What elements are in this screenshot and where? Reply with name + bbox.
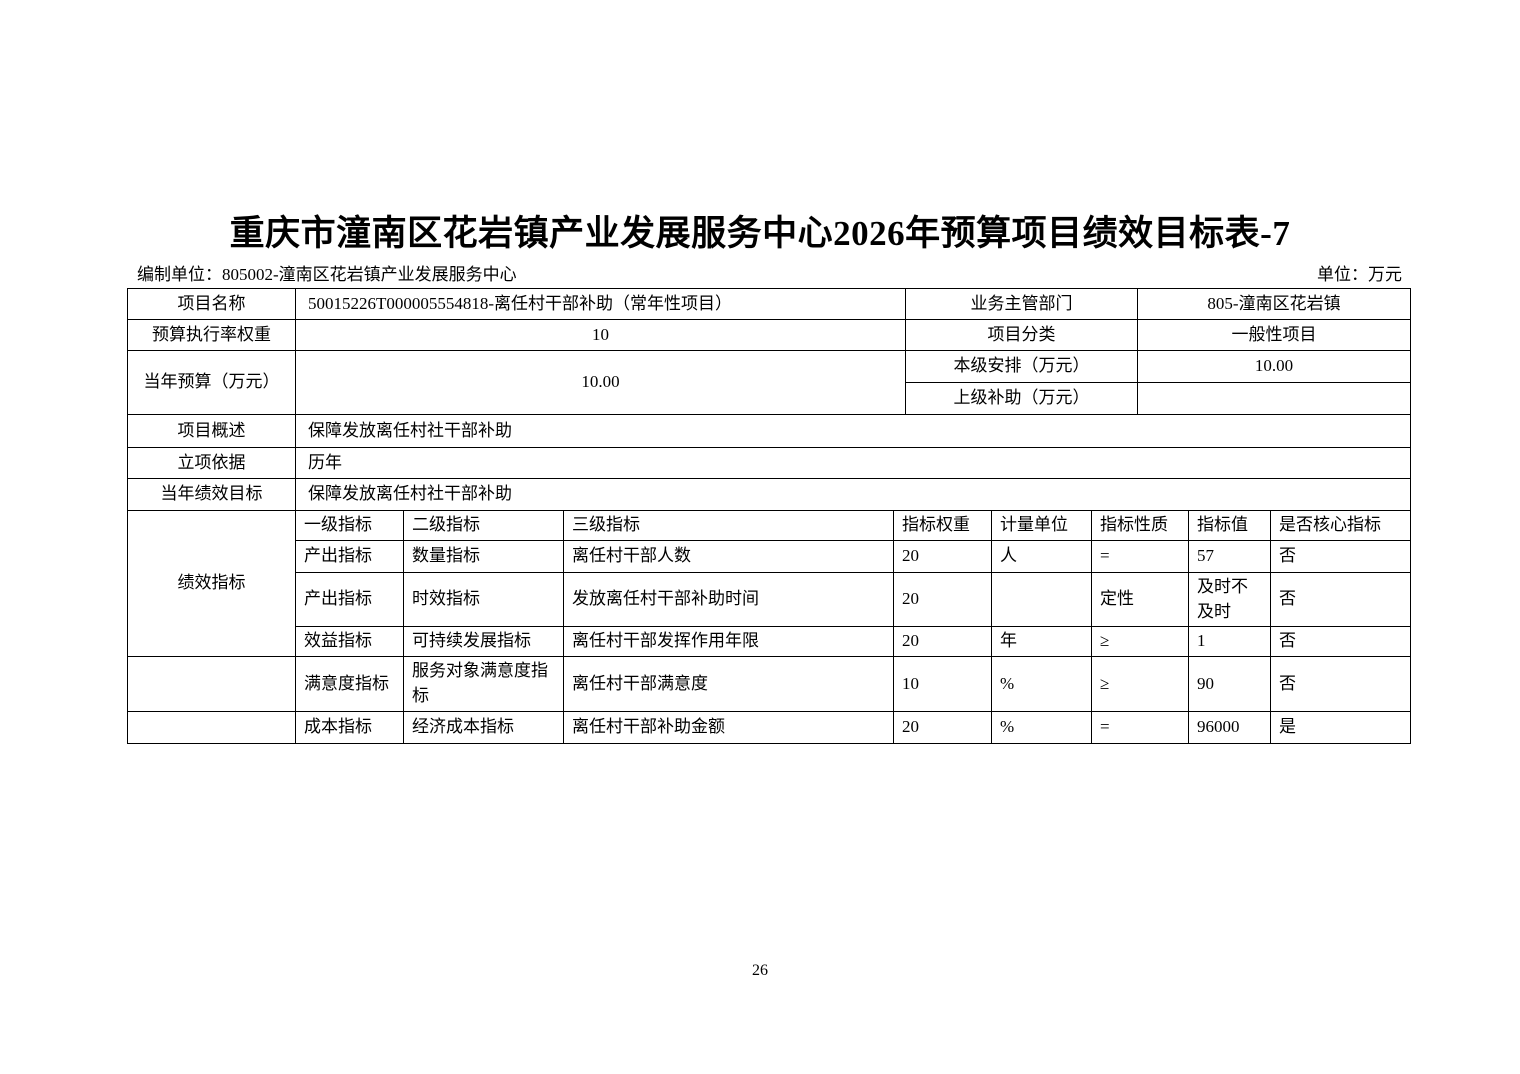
basis-value: 历年 [295,447,1411,479]
indicators-table: 绩效指标 一级指标 二级指标 三级指标 指标权重 计量单位 指标性质 指标值 是… [127,509,1411,744]
indicator-row: 成本指标 经济成本指标 离任村干部补助金额 20 % = 96000 是 [127,710,1411,744]
indicator-cell: 发放离任村干部补助时间 [563,571,894,628]
dept-value: 805-潼南区花岩镇 [1137,288,1411,320]
indicator-cell: 效益指标 [295,626,404,658]
budget-performance-table: 项目名称 50015226T000005554818-离任村干部补助（常年性项目… [127,288,1411,744]
indicator-cell: 人 [991,540,1092,573]
indicator-cell: 是 [1270,710,1411,744]
project-info-table: 项目名称 50015226T000005554818-离任村干部补助（常年性项目… [127,288,1411,511]
indicator-cell: 20 [893,710,992,744]
table-row: 预算执行率权重 10 项目分类 一般性项目 [127,319,1411,351]
indicator-header-row: 绩效指标 一级指标 二级指标 三级指标 指标权重 计量单位 指标性质 指标值 是… [127,509,1411,658]
col-header-level2: 二级指标 [403,510,564,541]
col-header-level1: 一级指标 [295,510,404,541]
indicator-cell [991,571,1092,628]
annual-goal-value: 保障发放离任村社干部补助 [295,478,1411,511]
exec-weight-value: 10 [295,319,906,351]
indicator-row: 满意度指标 服务对象满意度指标 离任村干部满意度 10 % ≥ 90 否 [127,656,1411,712]
col-header-nature: 指标性质 [1091,510,1189,541]
table-row: 当年绩效目标 保障发放离任村社干部补助 [127,478,1411,511]
local-arrangement-value: 10.00 [1137,350,1411,383]
budget-value: 10.00 [295,350,906,415]
indicator-cell: 20 [893,540,992,573]
empty-section-cell [127,710,296,744]
indicator-row: 产出指标 时效指标 发放离任村干部补助时间 20 定性 及时不及时 否 [128,571,1411,628]
basis-label: 立项依据 [127,447,296,479]
indicator-cell: 经济成本指标 [403,710,564,744]
indicator-cell: 时效指标 [403,571,564,628]
project-name-label: 项目名称 [127,288,296,320]
table-row: 上级补助（万元） [128,382,1411,415]
indicator-cell: % [991,656,1092,712]
upper-subsidy-value [1137,382,1411,415]
indicator-cell: 90 [1188,656,1271,712]
empty-section-cell [127,656,296,712]
prepared-by-label: 编制单位：805002-潼南区花岩镇产业发展服务中心 [137,265,517,284]
indicator-cell: 57 [1188,540,1271,573]
exec-weight-label: 预算执行率权重 [127,319,296,351]
col-header-core: 是否核心指标 [1270,510,1411,541]
dept-label: 业务主管部门 [905,288,1138,320]
indicator-cell: 96000 [1188,710,1271,744]
indicator-cell: 离任村干部人数 [563,540,894,573]
indicator-cell: 定性 [1091,571,1189,628]
category-label: 项目分类 [905,319,1138,351]
indicator-cell: 满意度指标 [295,656,404,712]
col-header-value: 指标值 [1188,510,1271,541]
annual-goal-label: 当年绩效目标 [127,478,296,511]
indicator-cell: 20 [893,571,992,628]
budget-label: 当年预算（万元） [127,350,296,415]
indicator-cell: 离任村干部满意度 [563,656,894,712]
indicator-cell: 1 [1188,626,1271,658]
page-number: 26 [752,962,768,979]
indicator-cell: 服务对象满意度指标 [403,656,564,712]
indicator-row: 效益指标 可持续发展指标 离任村干部发挥作用年限 20 年 ≥ 1 否 [128,626,1411,658]
category-value: 一般性项目 [1137,319,1411,351]
unit-note: 单位：万元 [1317,265,1402,284]
indicator-cell: 可持续发展指标 [403,626,564,658]
indicator-cell: 否 [1270,540,1411,573]
indicator-cell: 10 [893,656,992,712]
indicator-cell: % [991,710,1092,744]
project-name-value: 50015226T000005554818-离任村干部补助（常年性项目） [295,288,906,320]
indicator-cell: 数量指标 [403,540,564,573]
indicator-cell: 产出指标 [295,540,404,573]
indicators-section-label: 绩效指标 [127,509,296,658]
meta-row: 编制单位：805002-潼南区花岩镇产业发展服务中心 单位：万元 [137,260,1402,285]
upper-subsidy-label: 上级补助（万元） [905,382,1138,415]
col-header-weight: 指标权重 [893,510,992,541]
overview-label: 项目概述 [127,414,296,448]
indicator-cell: 否 [1270,656,1411,712]
indicator-cell: = [1091,710,1189,744]
indicator-cell: 离任村干部补助金额 [563,710,894,744]
indicator-cell: 及时不及时 [1188,571,1271,628]
col-header-unit: 计量单位 [991,510,1092,541]
indicator-cell: 离任村干部发挥作用年限 [563,626,894,658]
table-row: 项目名称 50015226T000005554818-离任村干部补助（常年性项目… [127,288,1411,320]
indicator-cell: 产出指标 [295,571,404,628]
table-row: 立项依据 历年 [127,447,1411,479]
local-arrangement-label: 本级安排（万元） [905,350,1138,383]
indicator-cell: ≥ [1091,626,1189,658]
overview-value: 保障发放离任村社干部补助 [295,414,1411,448]
indicator-cell: ≥ [1091,656,1189,712]
table-row: 当年预算（万元） 10.00 本级安排（万元） 10.00 [127,350,1411,415]
indicator-cell: 年 [991,626,1092,658]
col-header-level3: 三级指标 [563,510,894,541]
indicator-cell: 否 [1270,626,1411,658]
table-row: 项目概述 保障发放离任村社干部补助 [127,414,1411,448]
indicator-cell: 否 [1270,571,1411,628]
indicator-cell: 成本指标 [295,710,404,744]
indicator-cell: = [1091,540,1189,573]
indicator-cell: 20 [893,626,992,658]
indicator-row: 产出指标 数量指标 离任村干部人数 20 人 = 57 否 [128,540,1411,573]
page-title: 重庆市潼南区花岩镇产业发展服务中心2026年预算项目绩效目标表-7 [229,214,1291,253]
